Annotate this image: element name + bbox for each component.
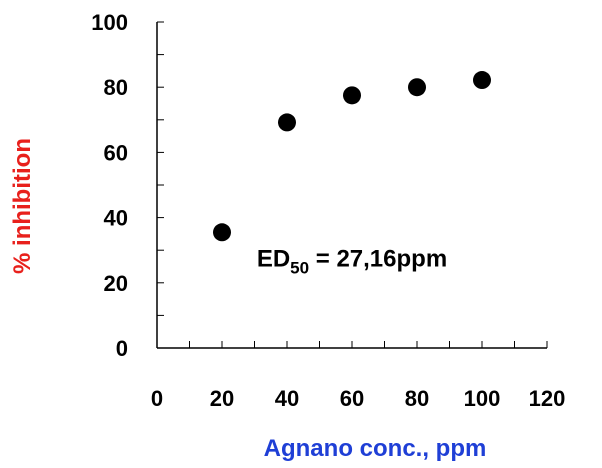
ed50-subscript: 50 xyxy=(290,259,309,278)
y-tick-label: 60 xyxy=(104,140,128,165)
y-tick-label: 40 xyxy=(104,206,128,231)
y-tick-label: 80 xyxy=(104,75,128,100)
ed50-prefix: ED xyxy=(257,246,290,273)
y-tick-label: 100 xyxy=(91,10,128,35)
ed50-suffix: = 27,16ppm xyxy=(309,246,447,273)
data-points xyxy=(213,71,491,242)
y-axis-label: % inhibition xyxy=(9,138,36,274)
data-point xyxy=(343,86,361,105)
y-tick-label: 0 xyxy=(116,336,128,361)
x-tick-label: 60 xyxy=(340,386,364,411)
data-point xyxy=(408,78,426,97)
chart-axes xyxy=(156,22,547,349)
x-tick-label: 100 xyxy=(464,386,501,411)
x-tick-label: 80 xyxy=(405,386,429,411)
ed50-annotation: ED50 = 27,16ppm xyxy=(257,246,447,278)
x-axis-label: Agnano conc., ppm xyxy=(264,435,487,462)
data-point xyxy=(278,113,296,132)
x-tick-label: 0 xyxy=(151,386,163,411)
y-tick-label: 20 xyxy=(104,271,128,296)
data-point xyxy=(213,223,231,242)
chart-ticks xyxy=(157,21,548,348)
x-tick-label: 40 xyxy=(275,386,299,411)
x-tick-labels: 0 20 40 60 80 100 120 xyxy=(151,386,565,411)
x-tick-label: 20 xyxy=(210,386,234,411)
data-point xyxy=(473,71,491,90)
x-tick-label: 120 xyxy=(529,386,566,411)
y-tick-labels: 0 20 40 60 80 100 xyxy=(91,10,128,361)
